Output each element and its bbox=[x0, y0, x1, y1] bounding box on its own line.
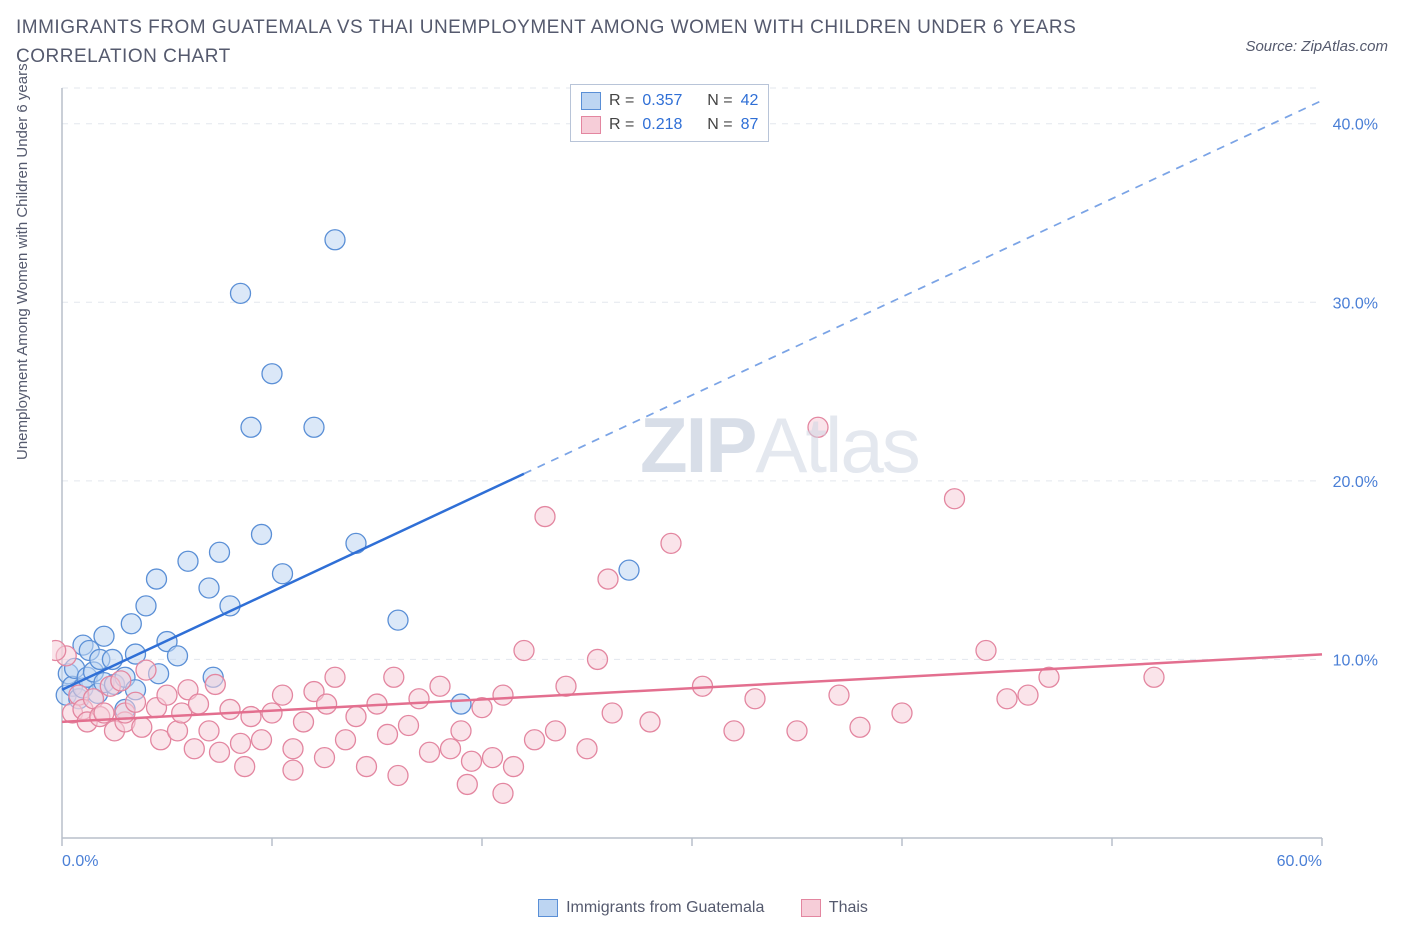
legend-label: Thais bbox=[829, 899, 868, 917]
stats-row-0: R = 0.357 N = 42 bbox=[581, 89, 758, 113]
swatch-icon bbox=[538, 899, 558, 917]
legend-item-0: Immigrants from Guatemala bbox=[538, 899, 764, 917]
svg-text:20.0%: 20.0% bbox=[1333, 474, 1378, 491]
r-value: 0.357 bbox=[642, 89, 682, 113]
r-value: 0.218 bbox=[642, 113, 682, 137]
n-value: 87 bbox=[741, 113, 759, 137]
r-label: R = bbox=[609, 89, 634, 113]
n-value: 42 bbox=[741, 89, 759, 113]
chart-title: IMMIGRANTS FROM GUATEMALA VS THAI UNEMPL… bbox=[16, 14, 1206, 71]
stats-row-1: R = 0.218 N = 87 bbox=[581, 113, 758, 137]
svg-text:30.0%: 30.0% bbox=[1333, 295, 1378, 312]
scatter-plot: 10.0% 20.0% 30.0% 40.0% 0.0% 60.0% bbox=[52, 78, 1392, 878]
r-label: R = bbox=[609, 113, 634, 137]
swatch-icon bbox=[581, 116, 601, 134]
n-label: N = bbox=[707, 113, 732, 137]
svg-text:10.0%: 10.0% bbox=[1333, 652, 1378, 669]
y-axis-label: Unemployment Among Women with Children U… bbox=[14, 63, 31, 460]
stats-legend: R = 0.357 N = 42 R = 0.218 N = 87 bbox=[570, 84, 769, 142]
source-label: Source: ZipAtlas.com bbox=[1245, 38, 1388, 55]
svg-text:0.0%: 0.0% bbox=[62, 853, 98, 870]
legend-item-1: Thais bbox=[801, 899, 868, 917]
swatch-icon bbox=[581, 92, 601, 110]
swatch-icon bbox=[801, 899, 821, 917]
svg-text:40.0%: 40.0% bbox=[1333, 117, 1378, 134]
series-legend: Immigrants from Guatemala Thais bbox=[0, 899, 1406, 922]
legend-label: Immigrants from Guatemala bbox=[566, 899, 764, 917]
svg-text:60.0%: 60.0% bbox=[1277, 853, 1322, 870]
n-label: N = bbox=[707, 89, 732, 113]
